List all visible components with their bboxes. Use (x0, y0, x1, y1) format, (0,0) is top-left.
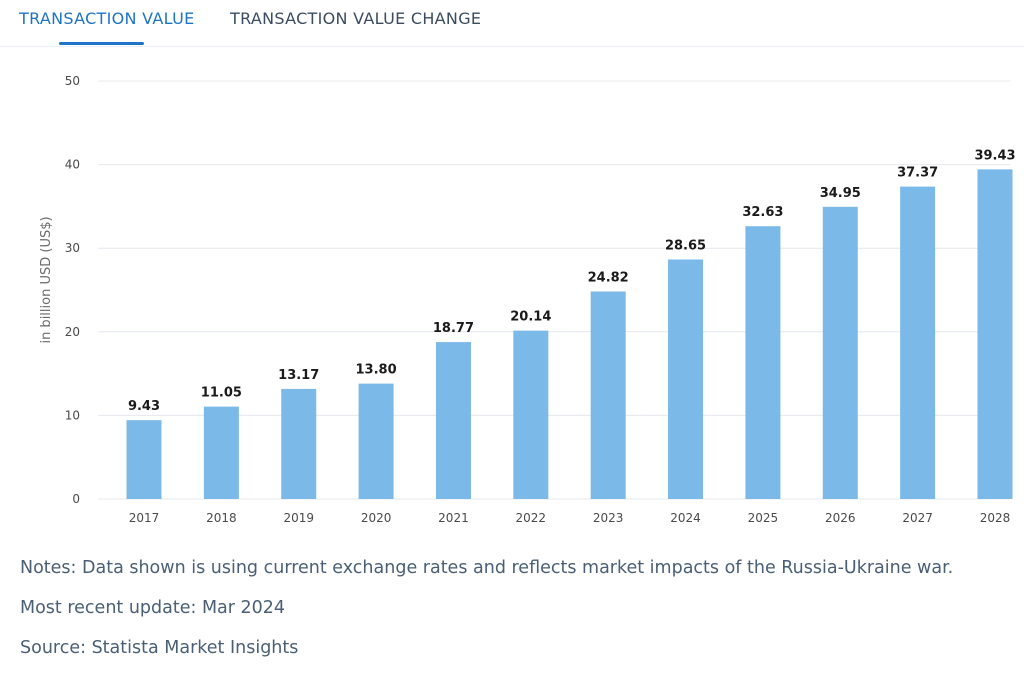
tab-transaction-value[interactable]: TRANSACTION VALUE (19, 9, 195, 28)
y-tick-label: 50 (65, 74, 80, 88)
x-tick-label: 2019 (283, 511, 314, 525)
x-tick-label: 2021 (438, 511, 469, 525)
y-axis-label: in billion USD (US$) (39, 216, 54, 343)
active-tab-indicator (59, 42, 144, 45)
tab-bar: TRANSACTION VALUE TRANSACTION VALUE CHAN… (0, 0, 1024, 47)
y-tick-label: 30 (65, 241, 80, 255)
x-tick-label: 2024 (670, 511, 701, 525)
data-label-2020: 13.80 (356, 363, 397, 378)
bar-2022[interactable] (513, 330, 549, 499)
x-tick-label: 2018 (206, 511, 237, 525)
bar-2026[interactable] (822, 206, 858, 499)
data-label-2023: 24.82 (588, 271, 629, 286)
bar-2019[interactable] (281, 388, 317, 499)
data-label-2019: 13.17 (278, 368, 319, 383)
data-label-2017: 9.43 (128, 399, 160, 414)
tab-transaction-value-change[interactable]: TRANSACTION VALUE CHANGE (230, 9, 482, 28)
notes-text: Notes: Data shown is using current excha… (20, 558, 954, 578)
bar-2021[interactable] (435, 342, 471, 499)
x-tick-label: 2028 (980, 511, 1011, 525)
source-text: Source: Statista Market Insights (20, 638, 299, 658)
bar-2025[interactable] (745, 226, 781, 499)
x-tick-label: 2026 (825, 511, 856, 525)
data-label-2025: 32.63 (742, 205, 783, 220)
bar-chart: 0 10 20 30 40 50 9.43 2017 11.05 2018 13.17 2019 13… (39, 74, 1016, 525)
bar-2018[interactable] (203, 406, 239, 499)
y-tick-label: 40 (65, 158, 80, 172)
x-tick-label: 2023 (593, 511, 624, 525)
data-label-2027: 37.37 (897, 166, 938, 181)
x-tick-label: 2025 (748, 511, 779, 525)
bar-2017[interactable] (126, 420, 162, 499)
data-label-2018: 11.05 (201, 386, 242, 401)
bar-2024[interactable] (668, 259, 704, 499)
bar-2027[interactable] (900, 186, 936, 499)
x-tick-label: 2027 (902, 511, 933, 525)
bar-2028[interactable] (977, 169, 1013, 499)
data-label-2022: 20.14 (510, 310, 551, 325)
bar-2020[interactable] (358, 383, 394, 499)
y-tick-label: 0 (72, 492, 80, 506)
x-tick-label: 2020 (361, 511, 392, 525)
y-tick-label: 10 (65, 408, 80, 422)
y-tick-label: 20 (65, 325, 80, 339)
data-label-2026: 34.95 (820, 186, 861, 201)
data-label-2024: 28.65 (665, 238, 706, 253)
data-label-2021: 18.77 (433, 321, 474, 336)
data-label-2028: 39.43 (974, 148, 1015, 163)
x-tick-label: 2017 (129, 511, 160, 525)
x-tick-label: 2022 (516, 511, 547, 525)
update-text: Most recent update: Mar 2024 (20, 598, 286, 618)
bar-2023[interactable] (590, 291, 626, 499)
